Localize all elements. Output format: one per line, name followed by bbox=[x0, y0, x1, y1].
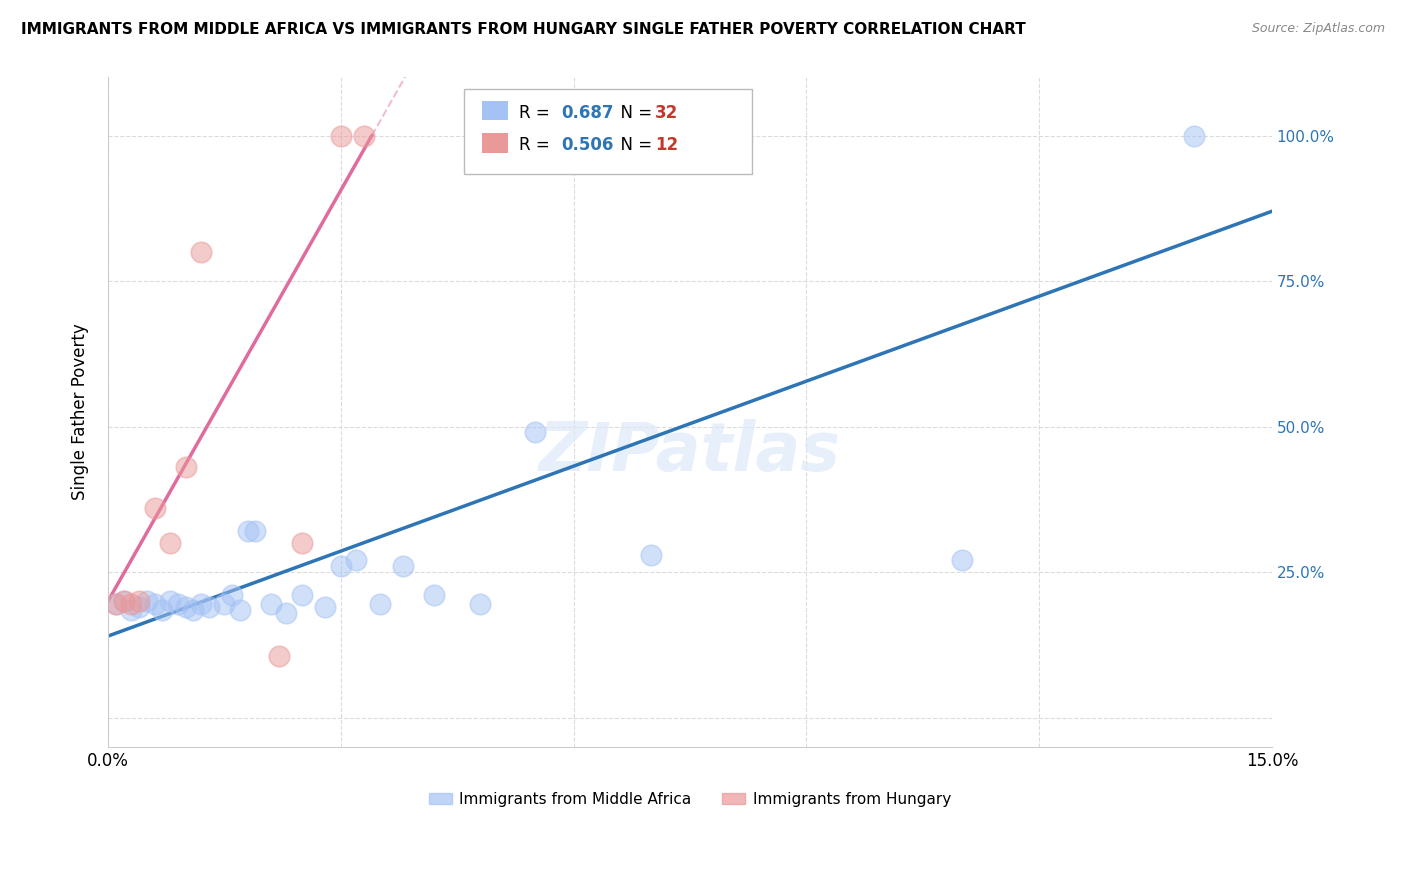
Text: ZIPatlas: ZIPatlas bbox=[538, 419, 841, 485]
Point bbox=[291, 588, 314, 602]
Point bbox=[245, 524, 267, 539]
Legend: Immigrants from Middle Africa, Immigrants from Hungary: Immigrants from Middle Africa, Immigrant… bbox=[423, 785, 957, 813]
Point bbox=[120, 597, 142, 611]
Text: 0.687: 0.687 bbox=[561, 104, 613, 122]
Text: 0.506: 0.506 bbox=[561, 136, 613, 154]
Y-axis label: Single Father Poverty: Single Father Poverty bbox=[72, 324, 89, 500]
Point bbox=[166, 597, 188, 611]
Point bbox=[260, 597, 283, 611]
Point bbox=[276, 606, 298, 620]
Point bbox=[190, 245, 212, 260]
Text: R =: R = bbox=[519, 136, 555, 154]
Point bbox=[267, 649, 290, 664]
Point bbox=[159, 536, 181, 550]
Point bbox=[143, 501, 166, 516]
Point bbox=[221, 588, 243, 602]
Point bbox=[353, 128, 375, 143]
Point bbox=[950, 553, 973, 567]
Point bbox=[143, 597, 166, 611]
Point bbox=[159, 594, 181, 608]
Point bbox=[640, 548, 662, 562]
Point bbox=[104, 597, 127, 611]
Text: R =: R = bbox=[519, 104, 555, 122]
Point bbox=[135, 594, 157, 608]
Point bbox=[120, 603, 142, 617]
Point bbox=[236, 524, 259, 539]
Text: 12: 12 bbox=[655, 136, 678, 154]
Point bbox=[423, 588, 446, 602]
Text: Source: ZipAtlas.com: Source: ZipAtlas.com bbox=[1251, 22, 1385, 36]
Point bbox=[470, 597, 492, 611]
Point bbox=[344, 553, 367, 567]
Point bbox=[112, 594, 135, 608]
Point bbox=[314, 599, 336, 614]
Point bbox=[523, 425, 546, 440]
Point bbox=[104, 597, 127, 611]
Point bbox=[229, 603, 252, 617]
Text: IMMIGRANTS FROM MIDDLE AFRICA VS IMMIGRANTS FROM HUNGARY SINGLE FATHER POVERTY C: IMMIGRANTS FROM MIDDLE AFRICA VS IMMIGRA… bbox=[21, 22, 1026, 37]
Point bbox=[291, 536, 314, 550]
Point bbox=[329, 128, 352, 143]
Point bbox=[190, 597, 212, 611]
Point bbox=[1182, 128, 1205, 143]
Point bbox=[368, 597, 391, 611]
Point bbox=[329, 559, 352, 574]
Point bbox=[150, 603, 173, 617]
Point bbox=[198, 599, 221, 614]
Point bbox=[392, 559, 415, 574]
Point bbox=[174, 599, 197, 614]
Point bbox=[128, 594, 150, 608]
Point bbox=[214, 597, 236, 611]
Text: 32: 32 bbox=[655, 104, 679, 122]
Point bbox=[112, 594, 135, 608]
Text: N =: N = bbox=[610, 136, 658, 154]
Text: N =: N = bbox=[610, 104, 658, 122]
Point bbox=[183, 603, 205, 617]
Point bbox=[174, 460, 197, 475]
Point bbox=[128, 599, 150, 614]
